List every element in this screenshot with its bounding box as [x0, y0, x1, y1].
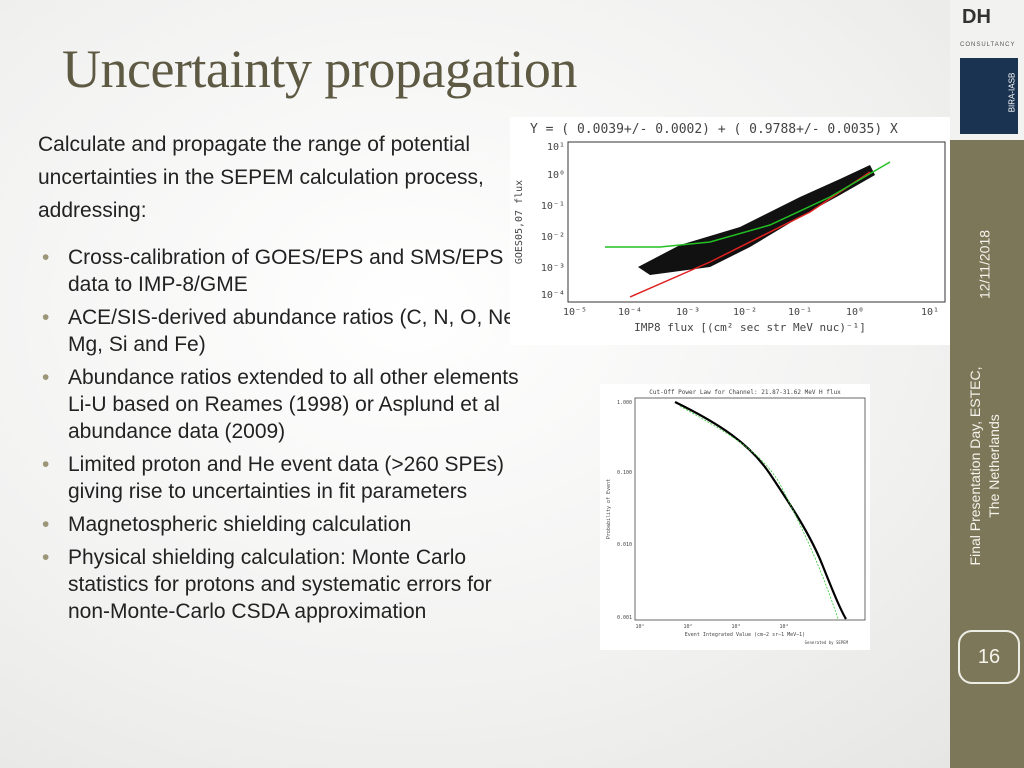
y-tick-label: 0.100	[617, 470, 632, 476]
figure-title: Cut-Off Power Law for Channel: 21.87-31.…	[649, 389, 841, 396]
figure-1: Y = ( 0.0039+/- 0.0002) + ( 0.9788+/- 0.…	[510, 117, 950, 345]
x-tick-label: 10¹	[635, 624, 644, 630]
y-tick-label: 10⁻²	[541, 232, 565, 243]
logo: DH	[962, 6, 991, 28]
page-number: 16	[958, 630, 1020, 684]
x-tick-label: 10⁻³	[676, 307, 700, 318]
bullet: Physical shielding calculation: Monte Ca…	[40, 544, 522, 625]
x-tick-label: 10⁻⁴	[618, 307, 642, 318]
x-tick-label: 10⁰	[846, 307, 864, 318]
event-line: Final Presentation Day, ESTEC,	[967, 366, 983, 566]
y-tick-label: 10⁻¹	[541, 201, 565, 212]
fit-curve	[679, 405, 839, 620]
logo-2: BIRA-IASB	[960, 58, 1018, 134]
x-axis-label: Event Integrated Value (cm−2 sr−1 MeV−1)	[685, 632, 805, 638]
x-tick-label: 10⁴	[779, 624, 788, 630]
bullet: Magnetospheric shielding calculation	[40, 511, 522, 538]
bullet: Cross-calibration of GOES/EPS and SMS/EP…	[40, 244, 522, 298]
figure-2: Cut-Off Power Law for Channel: 21.87-31.…	[600, 384, 870, 650]
date: 12/11/2018	[976, 229, 993, 300]
logo-area: DH CONSULTANCY BIRA-IASB	[950, 0, 1024, 140]
slide-title: Uncertainty propagation	[62, 39, 577, 99]
y-axis-label: GOES05,07 flux	[514, 180, 525, 264]
y-tick-label: 0.001	[617, 615, 632, 621]
event-line: The Netherlands	[986, 414, 1002, 518]
bullet-list: Cross-calibration of GOES/EPS and SMS/EP…	[40, 244, 522, 631]
bullet: Limited proton and He event data (>260 S…	[40, 451, 522, 505]
fit-curve	[605, 161, 891, 248]
x-tick-label: 10⁻⁵	[563, 307, 587, 318]
figure-credit: Generated by SEPEM	[805, 640, 849, 645]
intro-text: Calculate and propagate the range of pot…	[38, 133, 484, 222]
logo-2-text: BIRA-IASB	[1007, 72, 1017, 113]
fit-equation: Y = ( 0.0039+/- 0.0002) + ( 0.9788+/- 0.…	[530, 122, 898, 137]
x-tick-label: 10²	[683, 624, 692, 630]
logo-subtitle: CONSULTANCY	[960, 42, 1016, 48]
x-axis-label: IMP8 flux [(cm² sec str MeV nuc)⁻¹]	[634, 321, 866, 334]
x-tick-label: 10⁻¹	[788, 307, 812, 318]
cutoff-curve	[674, 401, 847, 620]
y-tick-label: 10⁻³	[541, 263, 565, 274]
point-cloud	[638, 165, 875, 275]
x-tick-label: 10¹	[921, 307, 939, 318]
x-tick-label: 10³	[731, 624, 740, 630]
y-tick-label: 10⁰	[547, 170, 565, 181]
event: Final Presentation Day, ESTEC, The Nethe…	[966, 366, 1004, 566]
x-tick-label: 10⁻²	[733, 307, 757, 318]
y-tick-label: 10⁻⁴	[541, 290, 565, 301]
y-axis-label: Probability of Event	[606, 479, 612, 539]
y-tick-label: 10¹	[547, 142, 565, 153]
bullet: ACE/SIS-derived abundance ratios (C, N, …	[40, 304, 522, 358]
y-tick-label: 1.000	[617, 400, 632, 406]
bullet: Abundance ratios extended to all other e…	[40, 364, 522, 445]
y-tick-label: 0.010	[617, 542, 632, 548]
